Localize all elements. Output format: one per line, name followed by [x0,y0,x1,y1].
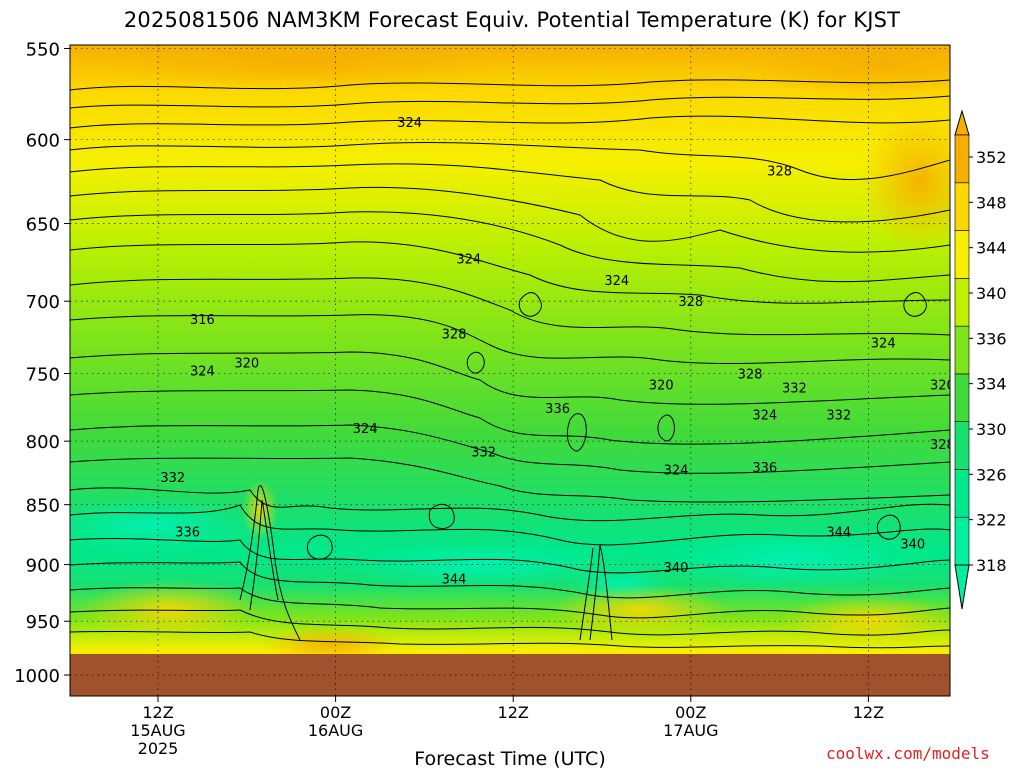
contour-label: 328 [442,328,467,343]
colorbar-label: 326 [976,465,1007,484]
colorbar-swatch [954,325,970,375]
y-axis: 2503003504004505005506006507007508008509… [14,39,70,687]
colorbar-swatch [954,182,970,231]
colorbar-label: 340 [976,284,1007,303]
gridlines [70,45,950,696]
contour-label: 340 [664,561,689,576]
contour-label: 344 [442,572,467,587]
contour-label: 320 [234,356,259,371]
heatmap-field: 344 340 336 332 328 324 324 328 316 324 320 324 332 3… [70,8,1014,696]
x-tick-date: 16AUG [308,721,363,740]
colorbar-swatch [954,134,970,184]
contour-label: 316 [190,313,215,328]
contour-label: 324 [871,336,896,351]
contour-label: 332 [826,409,851,424]
contour-lines [70,79,950,649]
contour-label: 336 [752,461,777,476]
colorbar: 318 322 326 330 334 336 340 344 348 352 [954,109,1007,610]
contour-label: 336 [175,525,200,540]
y-tick-label: 900 [26,556,60,577]
colorbar-swatch [954,230,970,279]
contour-label: 328 [738,368,763,383]
contour-label: 332 [782,381,807,396]
colorbar-label: 336 [976,329,1007,348]
y-tick-label: 600 [26,131,60,152]
chart-title: 2025081506 NAM3KM Forecast Equiv. Potent… [123,8,901,32]
x-tick-year: 2025 [138,739,179,758]
contour-label: 324 [664,464,689,479]
x-tick-time: 12Z [142,703,173,722]
colorbar-bottom-arrow [954,564,970,610]
y-tick-label: 850 [26,496,60,517]
x-axis-label: Forecast Time (UTC) [414,748,605,768]
colorbar-swatch [954,421,970,470]
contour-label: 328 [974,8,999,23]
y-tick-label: 800 [26,432,60,453]
x-tick-time: 00Z [675,703,706,722]
y-tick-label: 650 [26,215,60,236]
contour-label: 328 [989,268,1014,283]
contour-label: 332 [471,446,496,461]
colorbar-label: 322 [976,511,1007,530]
contour-label: 328 [782,23,807,38]
x-tick-date: 15AUG [130,721,185,740]
x-tick-time: 12Z [498,703,529,722]
colorbar-swatch [954,278,970,327]
colorbar-label: 334 [976,375,1007,394]
colorbar-swatch [954,469,970,518]
contour-label: 324 [190,365,215,380]
contour-label: 320 [930,379,955,394]
contour-label: 340 [900,537,925,552]
x-tick-time: 00Z [320,703,351,722]
colorbar-label: 344 [976,239,1007,258]
y-tick-label: 1000 [14,666,60,687]
colorbar-top-arrow [954,109,970,136]
y-tick-label: 750 [26,365,60,386]
x-tick-date: 17AUG [663,721,718,740]
contour-label: 328 [678,295,703,310]
contour-labels: 344 340 336 332 328 324 324 328 316 324 320 324 332 3… [160,8,1014,587]
plot-frame [69,44,951,697]
contour-label: 336 [545,402,570,417]
contour-label: 324 [604,274,629,289]
contour-label: 332 [160,471,185,486]
contour-label: 324 [634,27,659,42]
contour-label: 324 [752,409,777,424]
contour-label: 320 [649,379,674,394]
credit-link[interactable]: coolwx.com/models [826,744,990,763]
contour-label: 328 [767,165,792,180]
contour-label: 324 [456,252,481,267]
y-tick-label: 950 [26,612,60,633]
colorbar-swatch [954,516,970,566]
colorbar-label: 352 [976,148,1007,167]
x-tick-time: 12Z [853,703,884,722]
colorbar-label: 330 [976,420,1007,439]
contour-label: 324 [397,116,422,131]
colorbar-swatch [954,373,970,422]
contour-label: 344 [826,525,851,540]
y-tick-label: 700 [26,292,60,313]
contour-label: 324 [353,422,378,437]
colorbar-label: 318 [976,556,1007,575]
colorbar-label: 348 [976,193,1007,212]
y-tick-label: 550 [26,39,60,60]
contour-label: 328 [930,438,955,453]
